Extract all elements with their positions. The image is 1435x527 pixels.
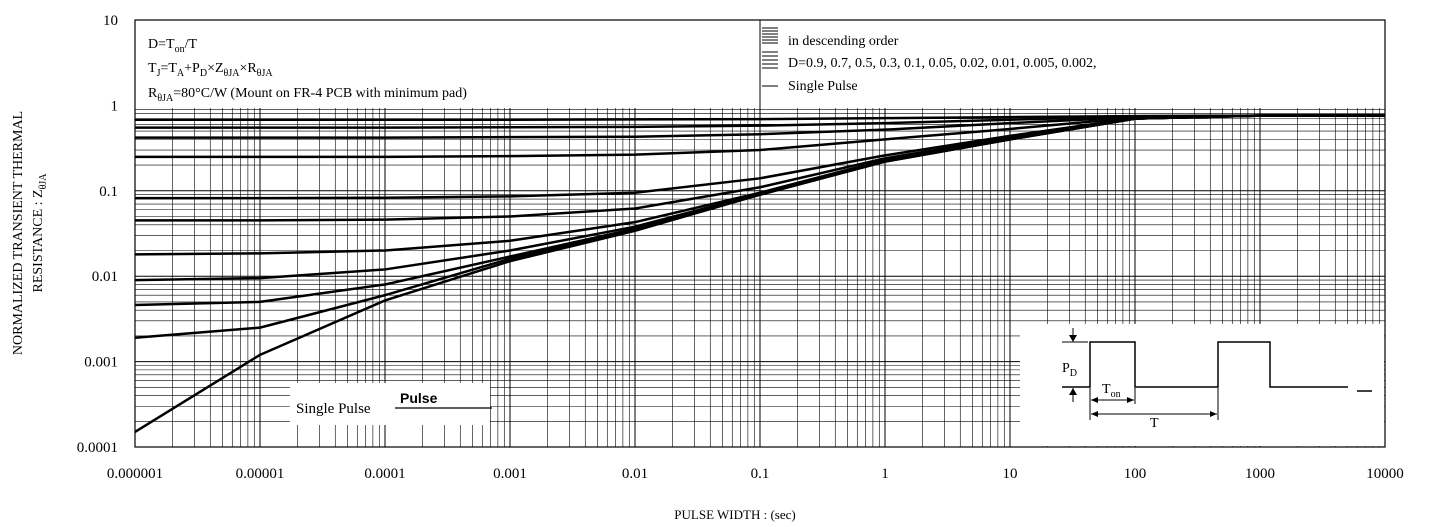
text-part: D=T: [148, 37, 175, 52]
text-part: T: [148, 61, 157, 76]
x-tick-label: 0.000001: [107, 466, 163, 482]
y-tick-label: 0.01: [92, 269, 118, 285]
inset-label: Ton: [1102, 382, 1121, 400]
x-tick-label: 0.001: [493, 466, 527, 482]
subscript: θJA: [257, 68, 274, 79]
inset-label: T: [1150, 416, 1159, 431]
text-part: ×Z: [207, 61, 223, 76]
y-tick-label: 0.001: [84, 355, 118, 371]
text-part: /T: [185, 37, 198, 52]
x-tick-label: 1: [881, 466, 889, 482]
label-box: [290, 383, 490, 425]
x-tick-label: 10: [1003, 466, 1018, 482]
x-tick-label: 100: [1124, 466, 1147, 482]
subscript: A: [177, 68, 185, 79]
inset: [1020, 324, 1384, 446]
annotation-line: RθJA=80°C/W (Mount on FR-4 PCB with mini…: [148, 86, 467, 104]
curve: [134, 114, 1385, 434]
y-axis-label: NORMALIZED TRANSIENT THERMAL: [11, 111, 26, 355]
plot-frame: [134, 19, 1386, 448]
y-tick-label: 10: [103, 13, 118, 29]
text-part: R: [148, 86, 158, 101]
text-part: RESISTANCE : Z: [31, 189, 46, 292]
y-axis-label: RESISTANCE : ZθJA: [31, 173, 49, 293]
text-part: +P: [184, 61, 200, 76]
x-tick-label: 1000: [1245, 466, 1275, 482]
subscript: θJA: [224, 68, 241, 79]
legend-text: in descending order: [788, 34, 899, 49]
text-part: T: [1102, 382, 1111, 397]
y-tick-label: 1: [111, 98, 119, 114]
annotation-line: D=Ton/T: [148, 37, 197, 55]
x-tick-label: 0.1: [751, 466, 770, 482]
annotation-line: TJ=TA+PD×ZθJA×RθJA: [148, 61, 273, 79]
subscript: θJA: [38, 173, 49, 190]
x-tick-label: 0.00001: [236, 466, 285, 482]
legend-marks: [762, 27, 778, 87]
curve-label-overlay: Pulse: [400, 390, 438, 406]
text-part: NORMALIZED TRANSIENT THERMAL: [11, 111, 26, 355]
x-tick-label: 0.01: [622, 466, 648, 482]
x-axis-label: PULSE WIDTH : (sec): [674, 507, 795, 522]
curve-label: Single Pulse: [296, 401, 371, 417]
subscript: J: [157, 68, 161, 79]
text-part: P: [1062, 361, 1070, 376]
subscript: on: [175, 44, 185, 55]
y-tick-label: 0.0001: [77, 440, 118, 456]
x-tick-label: 10000: [1366, 466, 1404, 482]
subscript: on: [1111, 389, 1121, 400]
inset-label: PD: [1062, 361, 1077, 379]
legend-text: Single Pulse: [788, 79, 858, 94]
text-part: =80°C/W (Mount on FR-4 PCB with minimum …: [173, 86, 467, 101]
legend-text: D=0.9, 0.7, 0.5, 0.3, 0.1, 0.05, 0.02, 0…: [788, 56, 1097, 71]
subscript: D: [1070, 368, 1077, 379]
subscript: D: [200, 68, 207, 79]
text-part: =T: [160, 61, 177, 76]
y-tick-label: 0.1: [99, 184, 118, 200]
subscript: θJA: [157, 93, 174, 104]
curves: [134, 114, 1385, 434]
x-tick-label: 0.0001: [364, 466, 405, 482]
text-part: ×R: [239, 61, 257, 76]
